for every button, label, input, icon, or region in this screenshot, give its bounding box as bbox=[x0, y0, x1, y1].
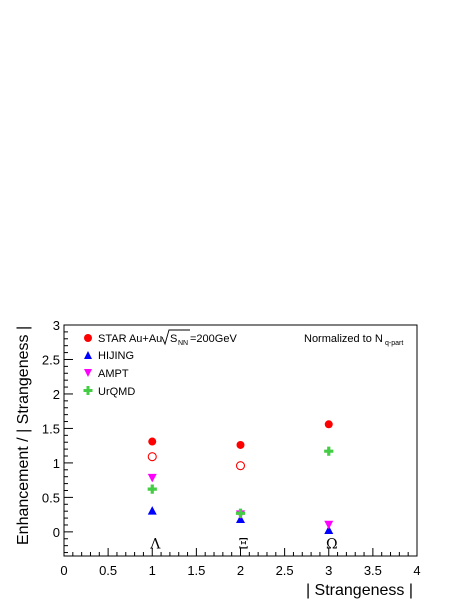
y-axis: 0 0.5 1 1.5 2 2.5 3 bbox=[42, 318, 73, 554]
star-data-point bbox=[148, 437, 157, 446]
legend-star-marker bbox=[84, 334, 92, 342]
x-tick-label: 1.5 bbox=[187, 563, 205, 578]
x-tick-label: 3.5 bbox=[364, 563, 382, 578]
legend: STAR Au+Au S NN =200GeV HIJING AMPT UrQM… bbox=[83, 329, 237, 398]
legend-urqmd-label: UrQMD bbox=[98, 386, 135, 398]
x-tick-label: 1 bbox=[149, 563, 156, 578]
urqmd-data-point bbox=[235, 508, 246, 518]
hijing-data-point bbox=[324, 525, 334, 534]
particle-label: Ω bbox=[326, 537, 338, 553]
legend-hijing-label: HIJING bbox=[98, 350, 134, 362]
urqmd-data-point bbox=[324, 446, 334, 456]
star-data-point bbox=[324, 420, 333, 429]
star-open-data-point bbox=[147, 452, 157, 462]
normalization-text: Normalized to N bbox=[304, 333, 383, 345]
x-tick-label: 0 bbox=[60, 563, 67, 578]
y-tick-label: 0.5 bbox=[42, 490, 60, 505]
normalization-subscript: q-part bbox=[385, 340, 403, 347]
legend-star-label: STAR Au+Au bbox=[98, 333, 162, 345]
ampt-data-point bbox=[324, 520, 334, 530]
legend-star-sub: NN bbox=[178, 340, 188, 347]
x-axis: 0 0.5 1 1.5 2 2.5 3 3.5 4 bbox=[60, 548, 421, 578]
y-tick-label: 1 bbox=[53, 456, 60, 471]
legend-star-energy: =200GeV bbox=[190, 333, 237, 345]
normalization-note: Normalized to N bbox=[304, 333, 383, 345]
particle-label: Λ bbox=[149, 537, 161, 553]
ampt-data-point bbox=[147, 473, 157, 483]
star-open-data-point bbox=[235, 461, 246, 471]
x-tick-label: 3 bbox=[325, 563, 332, 578]
sqrt-sign bbox=[161, 329, 190, 346]
star-data-point bbox=[236, 440, 245, 449]
x-tick-label: 2.5 bbox=[276, 563, 294, 578]
x-tick-label: 2 bbox=[237, 563, 244, 578]
legend-hijing-marker bbox=[84, 351, 92, 359]
x-tick-label: 0.5 bbox=[99, 563, 117, 578]
particle-label: Ξ bbox=[239, 537, 249, 553]
legend-urqmd-marker bbox=[83, 386, 93, 395]
y-axis-title: Enhancement / | Strangeness | bbox=[15, 326, 32, 545]
legend-ampt-marker bbox=[84, 369, 92, 377]
legend-ampt-label: AMPT bbox=[98, 368, 129, 380]
y-tick-label: 1.5 bbox=[42, 421, 60, 436]
x-tick-label: 4 bbox=[413, 563, 420, 578]
y-tick-label: 2.5 bbox=[42, 352, 60, 367]
legend-star-prefix: STAR Au+Au bbox=[98, 333, 162, 345]
y-tick-label: 0 bbox=[53, 525, 60, 540]
data-markers bbox=[147, 420, 334, 534]
x-axis-title: | Strangeness | bbox=[306, 582, 413, 599]
hijing-data-point bbox=[147, 506, 157, 515]
y-tick-label: 2 bbox=[53, 387, 60, 402]
urqmd-data-point bbox=[147, 484, 157, 494]
y-tick-label: 3 bbox=[53, 318, 60, 333]
legend-star-s: S bbox=[170, 333, 177, 345]
